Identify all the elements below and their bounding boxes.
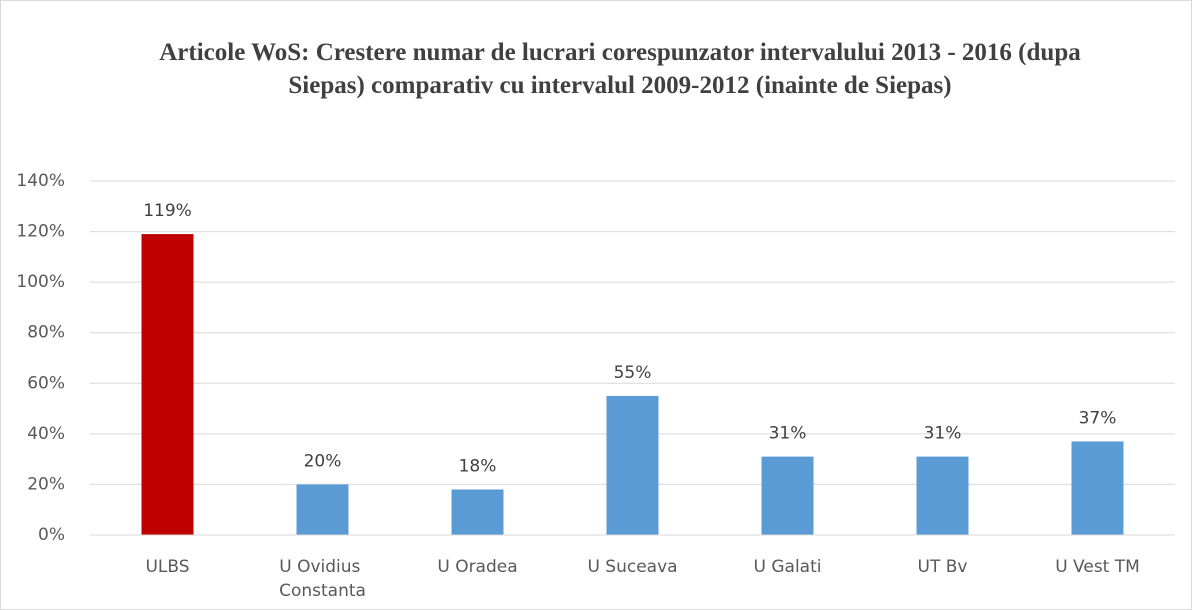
x-tick-label: U Vest TM [1055, 557, 1140, 577]
y-tick-label: 120% [16, 222, 65, 242]
chart-title: Articole WoS: Crestere numar de lucrari … [159, 39, 1081, 99]
bar [606, 395, 659, 535]
x-tick-label: UT Bv [918, 557, 968, 577]
bar [141, 234, 194, 535]
y-tick-label: 60% [27, 373, 65, 393]
y-tick-label: 100% [16, 272, 65, 292]
data-label: 119% [143, 201, 192, 221]
y-tick-label: 20% [27, 474, 65, 494]
x-tick-label: U Galati [754, 557, 822, 577]
data-label: 31% [924, 424, 962, 444]
bar [916, 456, 969, 535]
bar [1071, 441, 1124, 535]
data-label: 18% [459, 456, 497, 476]
y-tick-label: 0% [38, 525, 65, 545]
x-tick-label: U Ovidius Constanta [279, 557, 366, 601]
data-label: 20% [304, 451, 342, 471]
data-label: 55% [614, 363, 652, 383]
y-tick-label: 80% [27, 323, 65, 343]
data-label: 37% [1079, 408, 1117, 428]
data-label: 31% [769, 424, 807, 444]
bar [761, 456, 814, 535]
y-tick-label: 140% [16, 171, 65, 191]
bar [451, 489, 504, 535]
bar [296, 484, 349, 535]
x-tick-label: U Suceava [587, 557, 677, 577]
x-tick-label: U Oradea [437, 557, 517, 577]
y-tick-label: 40% [27, 424, 65, 444]
x-tick-label: ULBS [145, 557, 189, 577]
